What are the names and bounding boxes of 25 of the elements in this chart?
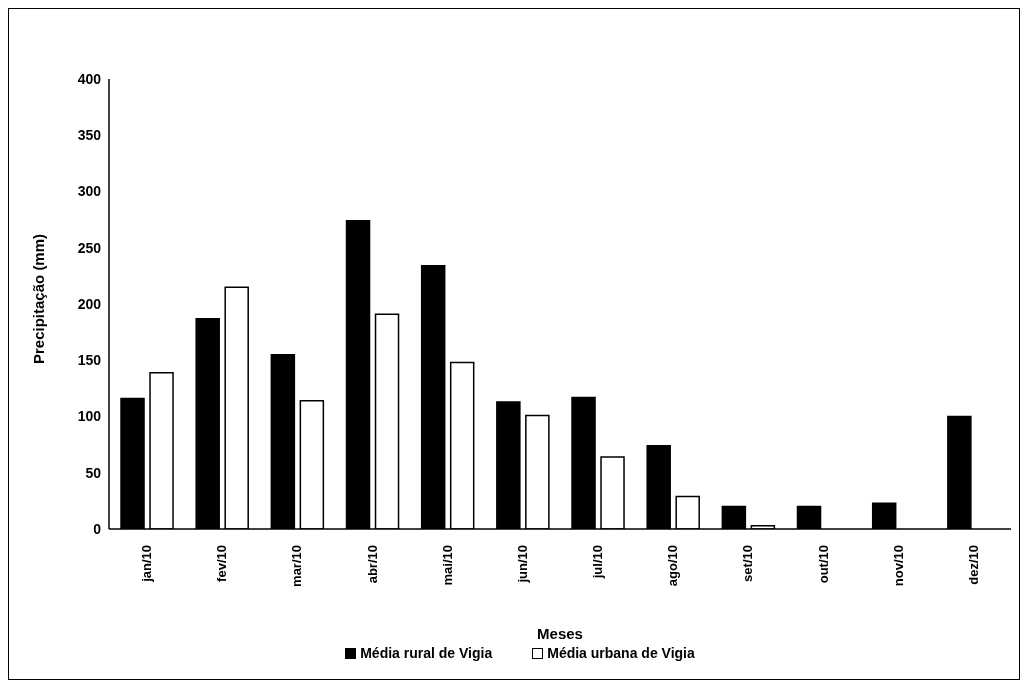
x-tick-label: nov/10 [890, 545, 906, 587]
y-tick-label: 50 [85, 464, 102, 481]
x-tick-label: mai/10 [439, 545, 455, 586]
y-tick-label: 200 [77, 295, 102, 312]
x-axis-title: Meses [537, 625, 583, 642]
y-tick-label: 0 [93, 520, 102, 537]
x-tick-label: mar/10 [289, 545, 305, 587]
y-axis-title: Precipitação (mm) [30, 233, 48, 364]
x-tick-label: ago/10 [665, 545, 681, 587]
y-tick-label: 100 [77, 408, 102, 425]
y-tick-label: 300 [77, 183, 102, 200]
x-tick-label: set/10 [740, 545, 756, 582]
x-tick-label: abr/10 [364, 545, 380, 584]
x-tick-label: jan/10 [139, 545, 155, 583]
x-tick-label: dez/10 [965, 545, 981, 585]
y-tick-label: 150 [77, 352, 102, 369]
legend-label: Média rural de Vigia [359, 645, 493, 661]
y-tick-label: 350 [77, 127, 102, 144]
x-tick-label: jul/10 [590, 545, 606, 580]
y-tick-label: 250 [77, 239, 102, 256]
x-tick-label: fev/10 [214, 545, 230, 582]
x-tick-label: out/10 [815, 545, 831, 584]
y-tick-label: 400 [77, 70, 102, 87]
x-tick-label: jun/10 [514, 545, 530, 584]
legend-label: Média urbana de Vigia [546, 645, 695, 661]
